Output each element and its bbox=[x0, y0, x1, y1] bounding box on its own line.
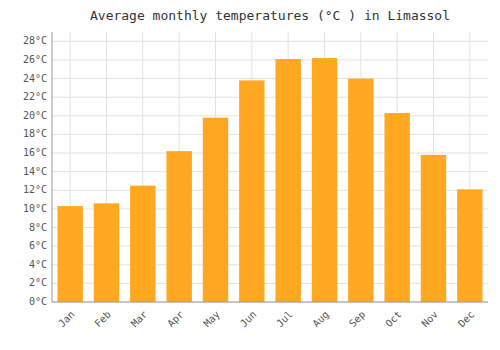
bar bbox=[421, 155, 446, 302]
y-grid-line bbox=[52, 78, 488, 79]
y-tick-label: 6°C bbox=[29, 240, 47, 251]
bar bbox=[348, 79, 373, 302]
x-tick-label: Jan bbox=[56, 309, 77, 330]
bar bbox=[457, 189, 482, 302]
y-grid-line bbox=[52, 115, 488, 116]
y-grid-line bbox=[52, 153, 488, 154]
bar bbox=[130, 186, 155, 302]
x-tick-label: Mar bbox=[129, 309, 150, 330]
bar bbox=[94, 203, 119, 302]
y-tick-label: 20°C bbox=[23, 110, 47, 121]
bar bbox=[275, 59, 300, 302]
x-tick-label: Jul bbox=[274, 309, 295, 330]
bar bbox=[203, 118, 228, 302]
x-tick-label: Jun bbox=[238, 309, 259, 330]
bar bbox=[166, 151, 191, 302]
y-tick-label: 18°C bbox=[23, 128, 47, 139]
x-tick-label: Aug bbox=[310, 309, 331, 330]
y-tick-label: 14°C bbox=[23, 166, 47, 177]
bar bbox=[312, 58, 337, 302]
bar bbox=[384, 113, 409, 302]
y-tick-label: 16°C bbox=[23, 147, 47, 158]
y-tick-label: 4°C bbox=[29, 259, 47, 270]
x-tick-label: Dec bbox=[456, 309, 477, 330]
title: Average monthly temperatures (°C ) in Li… bbox=[90, 8, 450, 23]
chart: 0°C 2°C 4°C 6°C 8°C 10°C 12°C 14°C 16°C 18°C 20°C 2… bbox=[0, 0, 500, 350]
y-grid-line bbox=[52, 59, 488, 60]
bars bbox=[57, 58, 482, 302]
y-grid-line bbox=[52, 41, 488, 42]
grid bbox=[52, 32, 488, 302]
x-tick-label: Sep bbox=[347, 309, 368, 330]
x-axis-line bbox=[52, 302, 488, 303]
x-tick-label: Nov bbox=[419, 309, 440, 330]
y-tick-label: 0°C bbox=[29, 296, 47, 307]
x-tick-label: May bbox=[201, 309, 222, 330]
y-tick-label: 10°C bbox=[23, 203, 47, 214]
x-tick-label: Feb bbox=[92, 309, 113, 330]
chart-container: 0°C 2°C 4°C 6°C 8°C 10°C 12°C 14°C 16°C 18°C 20°C 2… bbox=[0, 0, 500, 350]
axes: 0°C 2°C 4°C 6°C 8°C 10°C 12°C 14°C 16°C 18°C 20°C 2… bbox=[23, 32, 488, 329]
y-tick-label: 24°C bbox=[23, 73, 47, 84]
y-tick-label: 22°C bbox=[23, 91, 47, 102]
y-tick-label: 28°C bbox=[23, 35, 47, 46]
bar bbox=[57, 206, 82, 302]
y-tick-label: 26°C bbox=[23, 54, 47, 65]
y-tick-label: 8°C bbox=[29, 222, 47, 233]
y-axis-line bbox=[52, 32, 53, 302]
x-tick-label: Oct bbox=[383, 309, 404, 330]
x-tick-label: Apr bbox=[165, 309, 186, 330]
y-tick-label: 12°C bbox=[23, 184, 47, 195]
y-grid-line bbox=[52, 302, 488, 303]
y-grid-line bbox=[52, 134, 488, 135]
y-grid-line bbox=[52, 97, 488, 98]
y-tick-label: 2°C bbox=[29, 277, 47, 288]
bar bbox=[239, 80, 264, 302]
